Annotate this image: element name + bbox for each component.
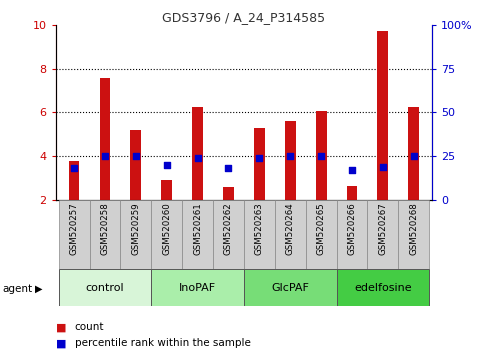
Text: GSM520263: GSM520263 [255, 202, 264, 255]
Point [286, 153, 294, 159]
Bar [58, 200, 89, 269]
Bar [408, 107, 419, 200]
Bar [130, 130, 141, 200]
Text: count: count [75, 322, 104, 332]
Point [348, 167, 356, 173]
Text: InoPAF: InoPAF [179, 282, 216, 293]
Bar [223, 187, 234, 200]
Point [194, 155, 201, 161]
Bar [337, 269, 429, 306]
Text: GSM520259: GSM520259 [131, 202, 141, 255]
Point [101, 153, 109, 159]
Text: percentile rank within the sample: percentile rank within the sample [75, 338, 251, 348]
Text: GSM520261: GSM520261 [193, 202, 202, 255]
Text: GSM520265: GSM520265 [317, 202, 326, 255]
Text: GSM520268: GSM520268 [409, 202, 418, 255]
Bar [378, 32, 388, 200]
Text: GSM520266: GSM520266 [347, 202, 356, 255]
Bar [192, 107, 203, 200]
Point [317, 153, 325, 159]
Point [379, 164, 387, 170]
Point [410, 153, 418, 159]
Text: ■: ■ [56, 322, 66, 332]
Text: GSM520260: GSM520260 [162, 202, 171, 255]
Bar [69, 161, 80, 200]
Bar [161, 180, 172, 200]
Bar [244, 269, 337, 306]
Bar [285, 121, 296, 200]
Text: GSM520257: GSM520257 [70, 202, 79, 255]
Point [70, 166, 78, 171]
Bar [151, 200, 182, 269]
Text: GSM520267: GSM520267 [378, 202, 387, 255]
Bar [58, 269, 151, 306]
Text: GlcPAF: GlcPAF [271, 282, 309, 293]
Text: ■: ■ [56, 338, 66, 348]
Bar [398, 200, 429, 269]
Bar [347, 186, 357, 200]
Bar [306, 200, 337, 269]
Bar [254, 128, 265, 200]
Bar [99, 79, 110, 200]
Title: GDS3796 / A_24_P314585: GDS3796 / A_24_P314585 [162, 11, 326, 24]
Text: ▶: ▶ [35, 284, 43, 293]
Text: edelfosine: edelfosine [354, 282, 412, 293]
Bar [120, 200, 151, 269]
Bar [213, 200, 244, 269]
Text: control: control [85, 282, 124, 293]
Bar [368, 200, 398, 269]
Text: GSM520264: GSM520264 [286, 202, 295, 255]
Point [225, 166, 232, 171]
Text: agent: agent [2, 284, 32, 293]
Text: GSM520262: GSM520262 [224, 202, 233, 255]
Bar [244, 200, 275, 269]
Text: GSM520258: GSM520258 [100, 202, 110, 255]
Point [163, 162, 170, 168]
Bar [337, 200, 368, 269]
Point [132, 153, 140, 159]
Bar [151, 269, 244, 306]
Bar [182, 200, 213, 269]
Bar [89, 200, 120, 269]
Bar [275, 200, 306, 269]
Point [256, 155, 263, 161]
Bar [316, 111, 327, 200]
